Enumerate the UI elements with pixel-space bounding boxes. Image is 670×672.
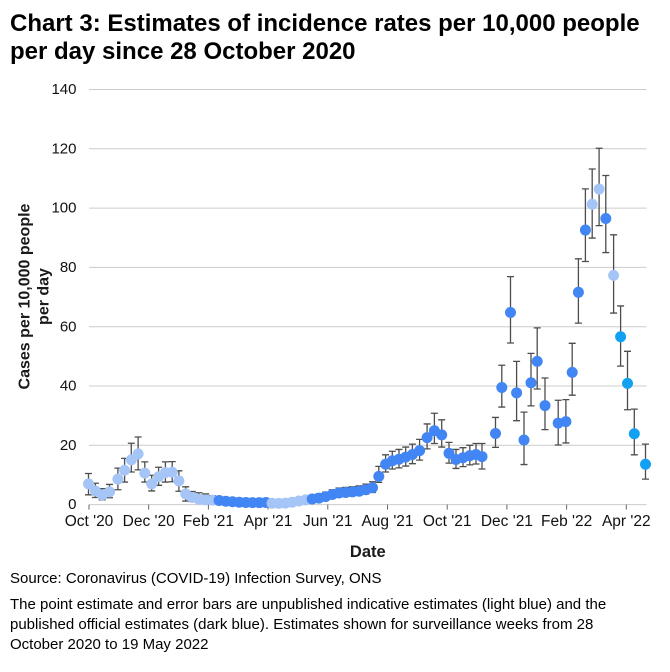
svg-text:Date: Date	[350, 543, 386, 561]
svg-text:Feb '22: Feb '22	[541, 513, 592, 530]
svg-text:40: 40	[60, 378, 77, 395]
svg-text:60: 60	[60, 318, 77, 335]
svg-text:100: 100	[51, 200, 76, 217]
svg-text:Apr '22: Apr '22	[602, 513, 651, 530]
svg-text:140: 140	[51, 81, 76, 98]
svg-text:Oct '21: Oct '21	[423, 513, 472, 530]
svg-text:Jun '21: Jun '21	[303, 513, 353, 530]
svg-text:120: 120	[51, 140, 76, 157]
svg-text:Oct '20: Oct '20	[65, 513, 114, 530]
svg-text:0: 0	[68, 496, 76, 513]
svg-text:Aug '21: Aug '21	[361, 513, 413, 530]
svg-text:Dec '21: Dec '21	[481, 513, 533, 530]
svg-text:80: 80	[60, 259, 77, 276]
svg-text:20: 20	[60, 437, 77, 454]
svg-text:Feb '21: Feb '21	[183, 513, 234, 530]
svg-text:Apr '21: Apr '21	[244, 513, 293, 530]
svg-text:Dec '20: Dec '20	[123, 513, 175, 530]
